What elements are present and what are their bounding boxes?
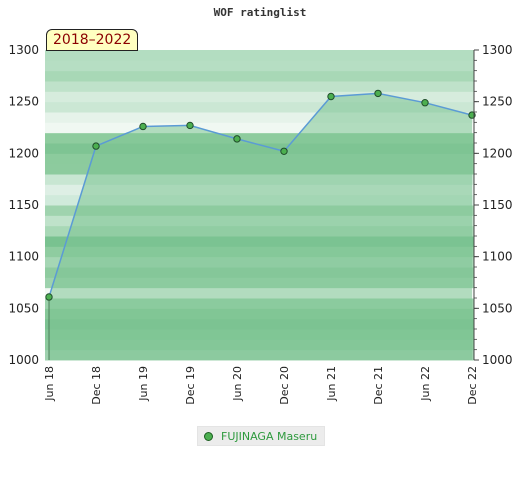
y-tick-label-right: 1150 [482,198,513,212]
x-tick-label: Dec 19 [184,366,197,405]
x-tick-label: Jun 19 [137,366,150,402]
x-tick-label: Dec 18 [90,366,103,405]
background-band [45,101,474,113]
legend-label: FUJINAGA Maseru [221,429,318,443]
x-tick-label: Jun 20 [231,366,244,402]
data-point [374,89,382,98]
background-band [45,132,474,144]
y-tick-label-left: 1100 [8,250,39,264]
series-line [48,92,473,298]
y-tick-label-right: 1050 [482,301,513,315]
data-point [45,293,53,301]
data-point [186,121,194,130]
x-tick-label: Jun 21 [325,366,338,402]
data-point [233,135,241,143]
y-tick-label-left: 1050 [8,301,39,315]
data-point [280,147,288,155]
y-tick-label-left: 1000 [8,353,39,367]
x-tick-label: Dec 22 [466,366,479,405]
data-point [421,99,429,107]
background-band [45,50,474,61]
background-band [45,81,474,92]
y-tick-label-left: 1150 [8,198,39,212]
background-band [45,112,474,123]
background-band [45,60,474,72]
y-tick-label-right: 1000 [482,353,513,367]
legend[interactable]: FUJINAGA Maseru [197,426,325,446]
series-area [49,93,472,361]
period-badge: 2018–2022 [46,29,139,51]
y-tick-label-left: 1250 [8,95,39,109]
x-tick-label: Dec 20 [278,366,291,405]
y-tick-label-left: 1200 [8,146,39,160]
background-band [45,122,474,134]
y-tick-label-left: 1300 [8,43,39,57]
legend-marker-icon [204,431,213,441]
y-tick-label-right: 1200 [482,146,513,160]
data-point [139,122,147,131]
x-tick-label: Jun 22 [419,366,432,402]
background-band [45,91,474,103]
data-point [327,92,335,101]
y-tick-label-right: 1100 [482,250,513,264]
chart-title: WOF ratinglist [213,6,307,19]
background-band [45,70,474,82]
y-tick-label-right: 1250 [482,95,513,109]
x-tick-label: Dec 21 [372,366,385,405]
data-point [92,142,100,150]
y-tick-label-right: 1300 [482,43,513,57]
x-tick-label: Jun 18 [43,366,56,402]
